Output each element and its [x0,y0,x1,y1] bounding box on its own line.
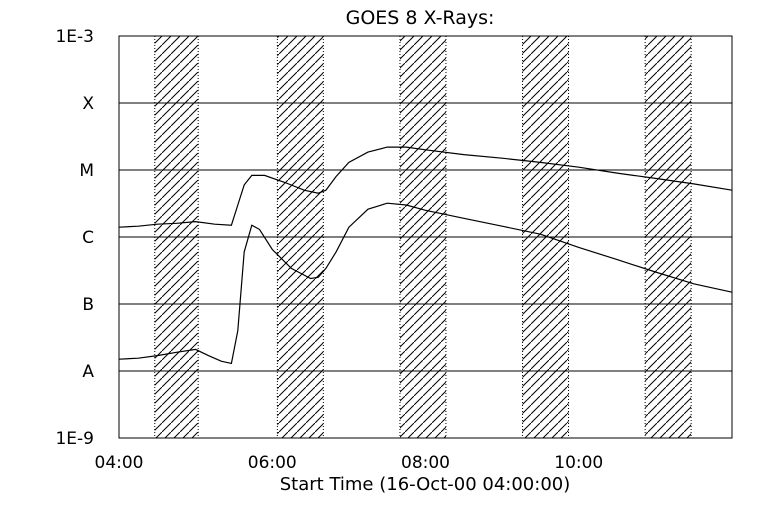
x-tick-label: 08:00 [401,453,450,473]
class-gridlines [119,102,732,372]
x-tick-labels: 04:00 06:00 08:00 10:00 [95,453,604,473]
x-tick-label: 06:00 [248,453,297,473]
chart-title: GOES 8 X-Rays: [346,7,495,29]
y-tick-labels: 1E-3 X M C B A 1E-9 [55,27,94,449]
y-tick-label: 1E-3 [55,27,94,47]
series-line-2 [118,202,733,365]
y-tick-label: 1E-9 [55,429,94,449]
x-axis-label: Start Time (16-Oct-00 04:00:00) [280,474,571,495]
y-tick-label: A [82,362,94,382]
y-tick-label: X [82,94,94,114]
x-tick-label: 04:00 [95,453,144,473]
series-line-1 [118,146,733,228]
y-tick-label: M [79,161,94,181]
series-group [118,146,733,365]
plot-frame [118,35,733,439]
x-tick-label: 10:00 [554,453,603,473]
y-tick-label: B [82,295,94,315]
y-tick-label: C [82,228,94,248]
